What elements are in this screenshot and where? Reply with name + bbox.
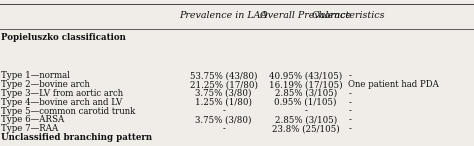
Text: 2.85% (3/105): 2.85% (3/105): [274, 115, 337, 124]
Text: -: -: [348, 98, 351, 107]
Text: Type 5—common carotid trunk: Type 5—common carotid trunk: [1, 107, 135, 115]
Text: 1.25% (1/80): 1.25% (1/80): [195, 98, 252, 107]
Text: Characteristics: Characteristics: [311, 11, 385, 20]
Text: -: -: [348, 124, 351, 133]
Text: 3.75% (3/80): 3.75% (3/80): [195, 89, 252, 98]
Text: 3.75% (3/80): 3.75% (3/80): [195, 115, 252, 124]
Text: Type 4—bovine arch and LV: Type 4—bovine arch and LV: [1, 98, 122, 107]
Text: -: -: [348, 89, 351, 98]
Text: 2.85% (3/105): 2.85% (3/105): [274, 89, 337, 98]
Text: -: -: [348, 115, 351, 124]
Text: -: -: [348, 107, 351, 115]
Text: Type 1—normal: Type 1—normal: [1, 71, 70, 80]
Text: Type 2—bovine arch: Type 2—bovine arch: [1, 80, 90, 89]
Text: Type 3—LV from aortic arch: Type 3—LV from aortic arch: [1, 89, 123, 98]
Text: 40.95% (43/105): 40.95% (43/105): [269, 71, 342, 80]
Text: Overall Prevalence: Overall Prevalence: [260, 11, 351, 20]
Text: One patient had PDA: One patient had PDA: [348, 80, 439, 89]
Text: Type 6—ARSA: Type 6—ARSA: [1, 115, 64, 124]
Text: Unclassified branching pattern: Unclassified branching pattern: [1, 133, 152, 142]
Text: Type 7—RAA: Type 7—RAA: [1, 124, 58, 133]
Text: -: -: [222, 124, 225, 133]
Text: Prevalence in LAA: Prevalence in LAA: [180, 11, 268, 20]
Text: 21.25% (17/80): 21.25% (17/80): [190, 80, 258, 89]
Text: 53.75% (43/80): 53.75% (43/80): [190, 71, 257, 80]
Text: Popieluszko classification: Popieluszko classification: [1, 33, 126, 42]
Text: -: -: [304, 107, 307, 115]
Text: 16.19% (17/105): 16.19% (17/105): [269, 80, 343, 89]
Text: -: -: [348, 71, 351, 80]
Text: -: -: [222, 107, 225, 115]
Text: 0.95% (1/105): 0.95% (1/105): [274, 98, 337, 107]
Text: 23.8% (25/105): 23.8% (25/105): [272, 124, 339, 133]
